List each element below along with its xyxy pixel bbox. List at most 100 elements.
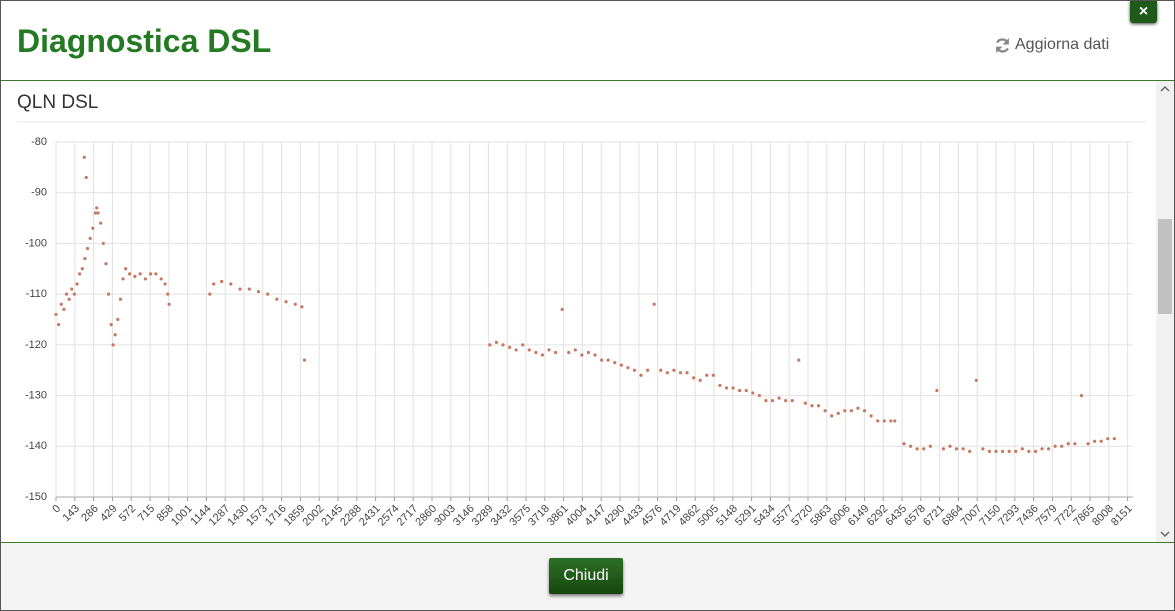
point: [1053, 444, 1057, 448]
close-modal-button[interactable]: Chiudi: [549, 558, 623, 594]
point: [104, 262, 108, 266]
point: [64, 292, 69, 296]
x-tick-label: 572: [117, 503, 138, 524]
point: [111, 343, 115, 347]
point: [843, 409, 847, 413]
point: [91, 226, 95, 230]
point: [553, 350, 558, 355]
point: [626, 366, 630, 370]
point: [78, 272, 82, 276]
refresh-icon: [996, 37, 1009, 53]
point: [256, 290, 261, 294]
point: [580, 353, 584, 357]
point: [547, 348, 551, 352]
point: [62, 307, 66, 311]
point: [823, 409, 827, 413]
point: [639, 373, 643, 377]
point: [744, 388, 748, 393]
point: [96, 211, 100, 215]
x-tick-label: 286: [79, 503, 100, 524]
y-tick-label: -90: [31, 187, 47, 199]
modal-footer: Chiudi: [1, 542, 1174, 610]
chart: QLN DSL -80-90-100-110-120-130-140-15001…: [17, 92, 1147, 528]
point: [915, 447, 919, 451]
point: [507, 345, 512, 349]
point: [1027, 449, 1031, 453]
point: [57, 322, 61, 327]
point: [212, 282, 216, 286]
point: [82, 155, 86, 159]
point: [121, 277, 125, 281]
point: [869, 414, 873, 418]
scroll-thumb[interactable]: [1158, 219, 1172, 314]
y-tick-label: -150: [25, 491, 47, 503]
point: [692, 376, 696, 380]
point: [849, 409, 853, 413]
point: [1020, 447, 1024, 451]
point: [488, 343, 492, 347]
point: [856, 406, 860, 410]
point: [862, 409, 867, 413]
point: [987, 449, 992, 453]
point: [876, 419, 880, 423]
point: [1014, 449, 1018, 453]
point: [1046, 447, 1051, 451]
point: [935, 388, 939, 393]
point: [731, 386, 735, 390]
point: [724, 386, 729, 390]
point: [124, 267, 128, 271]
point: [902, 442, 906, 446]
point: [293, 302, 297, 306]
y-tick-label: -140: [25, 440, 47, 452]
y-tick-label: -80: [31, 136, 47, 148]
point: [665, 371, 669, 375]
point: [968, 449, 972, 453]
point: [718, 383, 722, 388]
point: [527, 348, 531, 352]
point: [88, 236, 92, 240]
modal-header: Diagnostica DSL Aggiorna dati: [1, 1, 1174, 81]
point: [70, 287, 74, 291]
refresh-button[interactable]: Aggiorna dati: [994, 36, 1109, 54]
point: [154, 272, 158, 276]
point: [803, 401, 807, 405]
point: [101, 241, 105, 246]
point: [1112, 437, 1116, 441]
point: [266, 292, 270, 296]
point: [166, 292, 170, 296]
point: [567, 350, 571, 355]
x-tick-label: 143: [61, 503, 82, 524]
point: [72, 292, 77, 296]
point: [816, 404, 821, 408]
y-tick-label: -110: [26, 288, 47, 300]
point: [705, 373, 709, 377]
point: [646, 368, 650, 372]
point: [797, 358, 801, 362]
point: [284, 300, 288, 304]
point: [138, 272, 142, 276]
point: [84, 175, 88, 180]
point: [1073, 442, 1077, 446]
point: [889, 419, 893, 423]
point: [99, 221, 103, 225]
point: [784, 399, 788, 403]
point: [1007, 449, 1011, 453]
point: [981, 447, 985, 451]
point: [85, 246, 90, 251]
point: [1099, 439, 1103, 443]
point: [93, 211, 98, 215]
point: [711, 373, 715, 377]
y-tick-label: -100: [25, 237, 47, 249]
point: [619, 363, 623, 367]
point: [1066, 442, 1070, 446]
point: [908, 444, 913, 448]
point: [494, 340, 499, 344]
point: [961, 447, 965, 451]
x-tick-label: 429: [98, 503, 119, 524]
point: [586, 350, 591, 355]
close-button[interactable]: ×: [1130, 1, 1157, 23]
point: [698, 378, 702, 382]
point: [836, 411, 840, 415]
point: [606, 358, 610, 362]
